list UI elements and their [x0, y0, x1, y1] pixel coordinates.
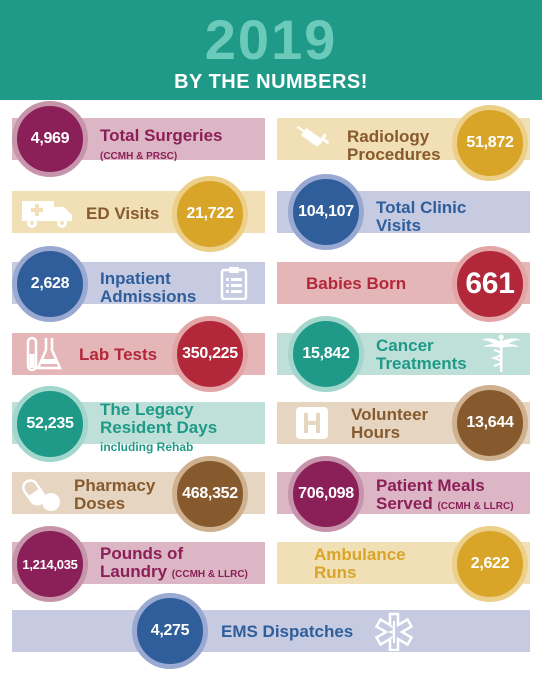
stat-label-line2: Treatments	[376, 354, 467, 373]
stat-label-line1: Inpatient	[100, 269, 171, 288]
stat-label-line1: Volunteer	[351, 405, 429, 424]
pills-icon	[20, 470, 64, 516]
stat-label-line1: Radiology	[347, 127, 430, 146]
stat-value: 1,214,035	[12, 526, 88, 602]
stat-label: Volunteer Hours	[351, 406, 428, 442]
year-title: 2019	[204, 8, 338, 71]
stat-value: 468,352	[172, 456, 248, 532]
clipboard-icon	[214, 262, 254, 304]
stat-label-line2: Hours	[351, 423, 401, 442]
stat-label-line1: Cancer	[376, 336, 434, 355]
stat-value: 661	[452, 246, 528, 322]
stat-label-line1: Total Surgeries	[100, 126, 223, 145]
stat-value: 350,225	[172, 316, 248, 392]
stat-label-line2: Visits	[376, 216, 422, 235]
star-of-life-icon	[372, 608, 416, 654]
stat-label-line2: Resident Days	[100, 418, 218, 437]
subtitle: BY THE NUMBERS!	[174, 71, 368, 93]
stat-label: EMS Dispatches	[221, 622, 354, 641]
stat-note: including Rehab	[100, 440, 194, 454]
stat-label-line1: Total Clinic	[376, 198, 467, 217]
stat-label: ED Visits	[86, 204, 160, 223]
stat-value: 21,722	[172, 176, 248, 252]
stat-label-line1: Ambulance	[314, 545, 406, 564]
stat-label: Pharmacy Doses	[74, 477, 155, 513]
stat-label-line2: Laundry	[100, 562, 168, 581]
caduceus-icon	[478, 331, 524, 377]
stat-label: Radiology Procedures	[347, 128, 441, 164]
stat-label-line1: The Legacy	[100, 400, 194, 419]
stat-label: Lab Tests	[79, 345, 158, 364]
stat-label: Ambulance Runs	[314, 546, 406, 582]
hospital-icon	[292, 404, 332, 442]
stat-label-line2: Runs	[314, 563, 357, 582]
stat-value: 15,842	[288, 316, 364, 392]
syringe-icon	[290, 118, 334, 160]
stat-label: Pounds of Laundry (CCMH & LLRC)	[100, 545, 248, 584]
ambulance-icon	[18, 191, 76, 233]
stat-label-line2: Admissions	[100, 287, 197, 306]
stat-label: Inpatient Admissions	[100, 270, 196, 306]
stat-value: 2,622	[452, 526, 528, 602]
stat-note: (CCMH & LLRC)	[171, 569, 248, 580]
header-banner: 2019 BY THE NUMBERS!	[0, 0, 542, 100]
stat-label: Total Clinic Visits	[376, 199, 466, 235]
stat-value: 13,644	[452, 385, 528, 461]
stat-value: 52,235	[12, 386, 88, 462]
stat-label-line2: Doses	[74, 494, 126, 513]
stat-note: (CCMH & PRSC)	[100, 151, 178, 162]
stat-label-line2: Procedures	[347, 145, 441, 164]
stat-value: 706,098	[288, 456, 364, 532]
stat-label-line1: Pharmacy	[74, 476, 156, 495]
stat-value: 104,107	[288, 174, 364, 250]
stat-label: The Legacy Resident Days including Rehab	[100, 401, 217, 456]
stat-label: Total Surgeries (CCMH & PRSC)	[100, 127, 223, 166]
stat-label-line1: Patient Meals	[376, 476, 485, 495]
stat-label: Babies Born	[306, 274, 407, 293]
stat-label: Cancer Treatments	[376, 337, 467, 373]
stat-label-line2: Served	[376, 494, 433, 513]
stat-value: 2,628	[12, 246, 88, 322]
stat-note: (CCMH & LLRC)	[437, 501, 514, 512]
stat-value: 4,275	[132, 593, 208, 669]
stat-label: Patient Meals Served (CCMH & LLRC)	[376, 477, 514, 516]
stat-band	[12, 610, 530, 652]
stat-value: 51,872	[452, 105, 528, 181]
stat-label-line1: Pounds of	[100, 544, 184, 563]
flask-icon	[22, 331, 66, 377]
stat-value: 4,969	[12, 101, 88, 177]
